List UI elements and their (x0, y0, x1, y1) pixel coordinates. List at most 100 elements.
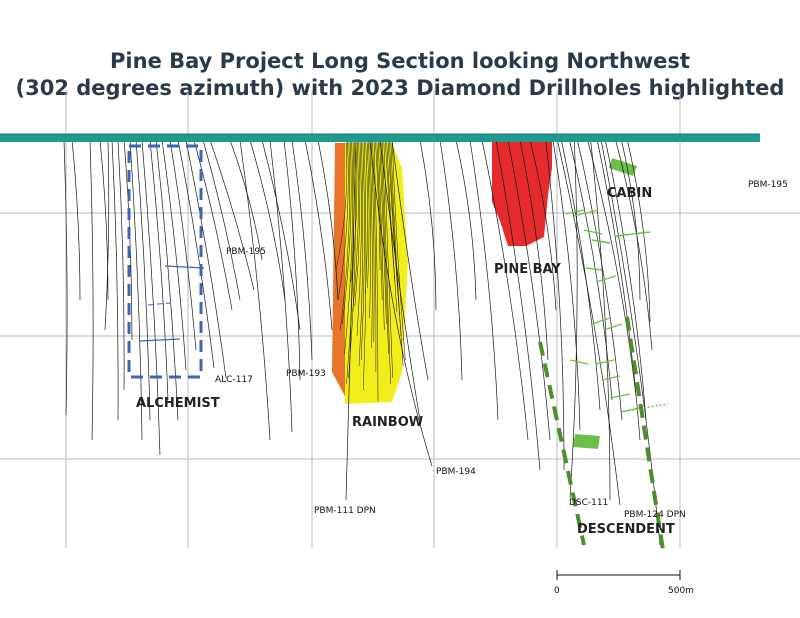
drillhole-label-pbm-193: PBM-193 (286, 369, 326, 379)
drillhole-trace (337, 139, 349, 301)
cabin-zone (573, 158, 637, 449)
scale-bar-end-label: 500m (668, 586, 694, 596)
drillhole-label-pbm-195: PBM-195 (226, 247, 266, 257)
drillhole-trace (368, 139, 372, 319)
drillhole-trace (376, 139, 383, 301)
drillhole-trace (135, 139, 151, 421)
intercept-tick (609, 393, 631, 399)
drillhole-trace (155, 139, 179, 421)
drillhole-trace (344, 139, 353, 355)
drillhole-trace (89, 139, 94, 441)
pine-bay-label: PINE BAY (494, 262, 561, 277)
drillhole-trace (369, 139, 373, 349)
drillhole-trace (495, 139, 541, 471)
intercept-tick (573, 209, 599, 217)
drillhole-trace (375, 139, 381, 271)
drillhole-trace (283, 139, 301, 381)
drillhole-trace (575, 133, 623, 421)
drillhole-trace (569, 133, 578, 499)
intercept-tick (583, 229, 603, 235)
drillhole-trace (352, 139, 359, 313)
ground-surface (0, 134, 760, 142)
page-title-line-1: Pine Bay Project Long Section looking No… (110, 49, 690, 73)
drillhole-trace (185, 139, 227, 379)
drillhole-trace (455, 139, 477, 301)
drillhole-trace (104, 139, 110, 331)
drillhole-trace (370, 139, 375, 343)
drillhole-trace (555, 133, 621, 506)
drillhole-trace (559, 133, 601, 411)
pine-bay-zone (492, 140, 552, 246)
drillhole-trace (249, 139, 286, 301)
scale-bar (556, 570, 681, 580)
drillhole-trace (342, 139, 352, 325)
drillhole-trace (161, 139, 187, 371)
descendent-zone (538, 316, 665, 551)
drillhole-trace (439, 139, 463, 381)
drillhole-trace (619, 133, 641, 301)
drillhole-trace (419, 139, 437, 311)
drillhole-label-pbm-111-dpn: PBM-111 DPN (314, 506, 376, 516)
alchemist-zone (127, 144, 205, 379)
drillhole-trace (519, 139, 549, 361)
drillhole-trace (177, 139, 215, 369)
intercept-tick (603, 323, 623, 331)
drillhole-trace (304, 139, 333, 331)
cabin-label: CABIN (607, 186, 652, 201)
drillhole-trace (149, 139, 169, 401)
drillhole-trace (551, 133, 581, 431)
drillhole-label-pbm-195-right: PBM-195 (748, 180, 788, 190)
drillhole-trace (589, 133, 611, 501)
alchemist-label: ALCHEMIST (136, 396, 220, 411)
intercept-tick (601, 375, 621, 381)
drillhole-trace (193, 139, 233, 311)
drillhole-trace (469, 139, 499, 421)
drillhole-label-pbm-194: PBM-194 (436, 467, 476, 477)
drillhole-trace (544, 133, 565, 471)
intercept-tick (569, 359, 589, 365)
drillhole-trace (261, 139, 301, 331)
intercept-tick (591, 239, 611, 244)
drillhole-trace (71, 139, 81, 301)
drillhole-trace (567, 133, 613, 401)
drillhole-trace (481, 139, 529, 441)
page-title-line-2: (302 degrees azimuth) with 2023 Diamond … (15, 76, 785, 100)
drillhole-trace (335, 139, 348, 271)
drillhole-trace (346, 139, 355, 385)
drillhole-trace (99, 139, 109, 301)
drillhole-trace (595, 133, 641, 441)
drillhole-trace (169, 139, 197, 351)
drillhole-trace (585, 133, 637, 397)
descendent-label: DESCENDENT (577, 522, 675, 537)
drillhole-trace (291, 139, 313, 361)
drillhole-trace (380, 139, 389, 355)
drillhole-trace (356, 139, 362, 337)
drillhole-label-dsc-111: DSC-111 (569, 498, 608, 508)
drillhole-trace (379, 139, 387, 325)
drillhole-trace (391, 139, 406, 361)
drillhole-trace (507, 139, 551, 441)
drillhole-trace (360, 139, 365, 361)
drillhole-trace (117, 139, 125, 391)
drillhole-label-alc-117: ALC-117 (215, 375, 253, 385)
drillhole-trace (603, 133, 647, 421)
drillhole-trace (269, 139, 293, 433)
intercept-tick (585, 267, 603, 271)
drillhole-label-pbm-124-dpn: PBM-124 DPN (624, 510, 686, 520)
drillhole-trace (202, 139, 241, 301)
drillhole-trace (379, 139, 421, 421)
drillhole-trace (369, 139, 433, 467)
drillhole-trace (373, 139, 379, 403)
drillhole-trace (363, 139, 367, 391)
intercept-tick (615, 231, 651, 237)
drillhole-trace (111, 139, 119, 421)
intercept-tick (591, 317, 611, 325)
drillhole-trace (383, 139, 393, 379)
drillhole-trace (229, 139, 263, 261)
drillhole-trace (599, 133, 661, 546)
drillhole-trace (358, 139, 364, 367)
rainbow-label: RAINBOW (352, 415, 423, 430)
drillhole-trace (613, 133, 653, 351)
drillhole-trace (529, 139, 557, 311)
drillhole-trace (391, 139, 429, 381)
